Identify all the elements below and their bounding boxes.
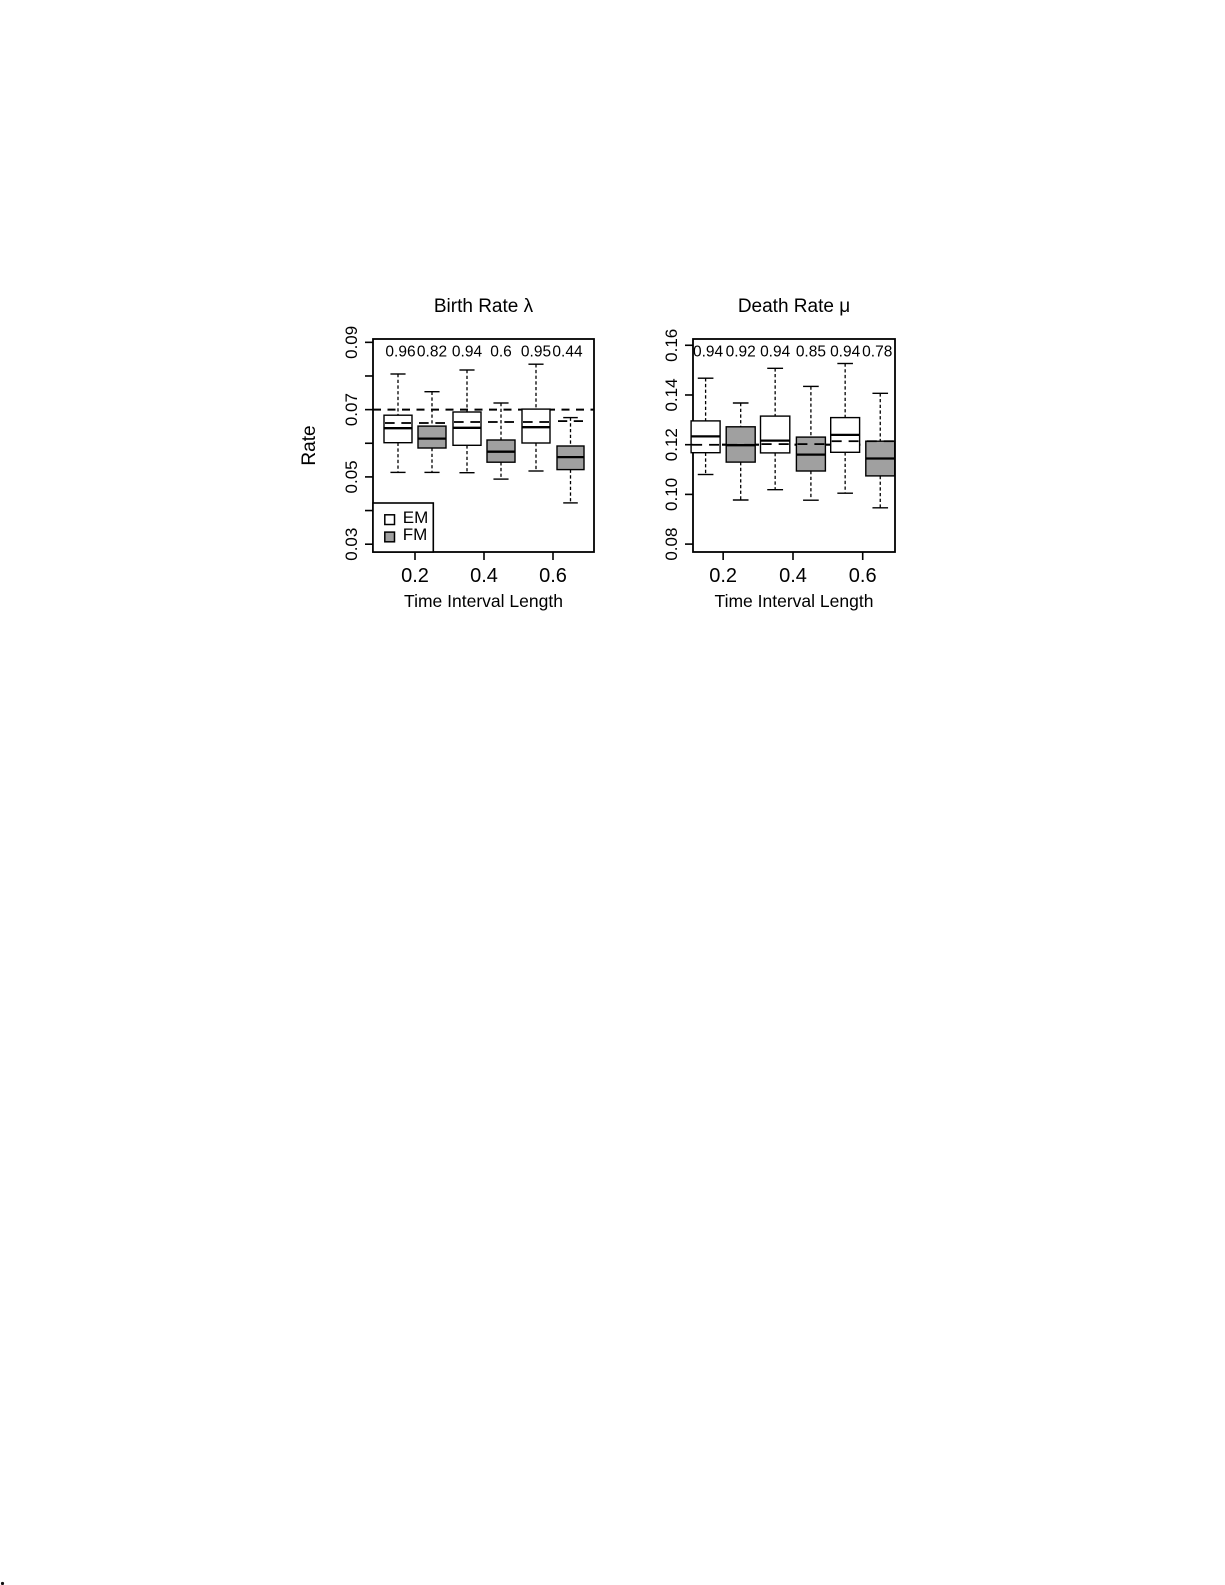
svg-text:0.12: 0.12	[662, 428, 681, 461]
svg-text:0.6: 0.6	[490, 344, 512, 361]
svg-text:0.94: 0.94	[693, 344, 724, 361]
svg-text:0.14: 0.14	[662, 378, 681, 411]
svg-text:0.6: 0.6	[849, 565, 877, 587]
svg-text:Time Interval Length: Time Interval Length	[404, 591, 563, 611]
svg-text:0.85: 0.85	[796, 344, 826, 361]
svg-text:0.07: 0.07	[342, 393, 361, 426]
svg-text:0.10: 0.10	[662, 478, 681, 511]
svg-text:0.78: 0.78	[862, 344, 892, 361]
svg-text:0.2: 0.2	[709, 565, 737, 587]
svg-text:0.4: 0.4	[470, 565, 498, 587]
svg-text:0.95: 0.95	[521, 344, 551, 361]
svg-text:0.44: 0.44	[552, 344, 583, 361]
svg-text:Birth Rate λ: Birth Rate λ	[434, 296, 534, 317]
svg-text:FM: FM	[403, 525, 428, 544]
svg-text:0.2: 0.2	[401, 565, 429, 587]
svg-text:0.82: 0.82	[417, 344, 447, 361]
svg-text:0.09: 0.09	[342, 326, 361, 359]
svg-text:0.92: 0.92	[726, 344, 756, 361]
svg-text:0.05: 0.05	[342, 460, 361, 493]
svg-text:0.94: 0.94	[760, 344, 791, 361]
svg-text:0.6: 0.6	[539, 565, 567, 587]
svg-text:Time Interval Length: Time Interval Length	[715, 591, 874, 611]
svg-text:0.08: 0.08	[662, 528, 681, 561]
svg-text:0.4: 0.4	[779, 565, 807, 587]
svg-text:0.16: 0.16	[662, 329, 681, 362]
svg-text:0.96: 0.96	[385, 344, 415, 361]
svg-text:0.94: 0.94	[452, 344, 483, 361]
svg-text:Rate: Rate	[299, 425, 320, 465]
svg-text:Death Rate μ: Death Rate μ	[738, 296, 850, 317]
svg-text:0.94: 0.94	[830, 344, 861, 361]
svg-text:0.03: 0.03	[342, 528, 361, 561]
